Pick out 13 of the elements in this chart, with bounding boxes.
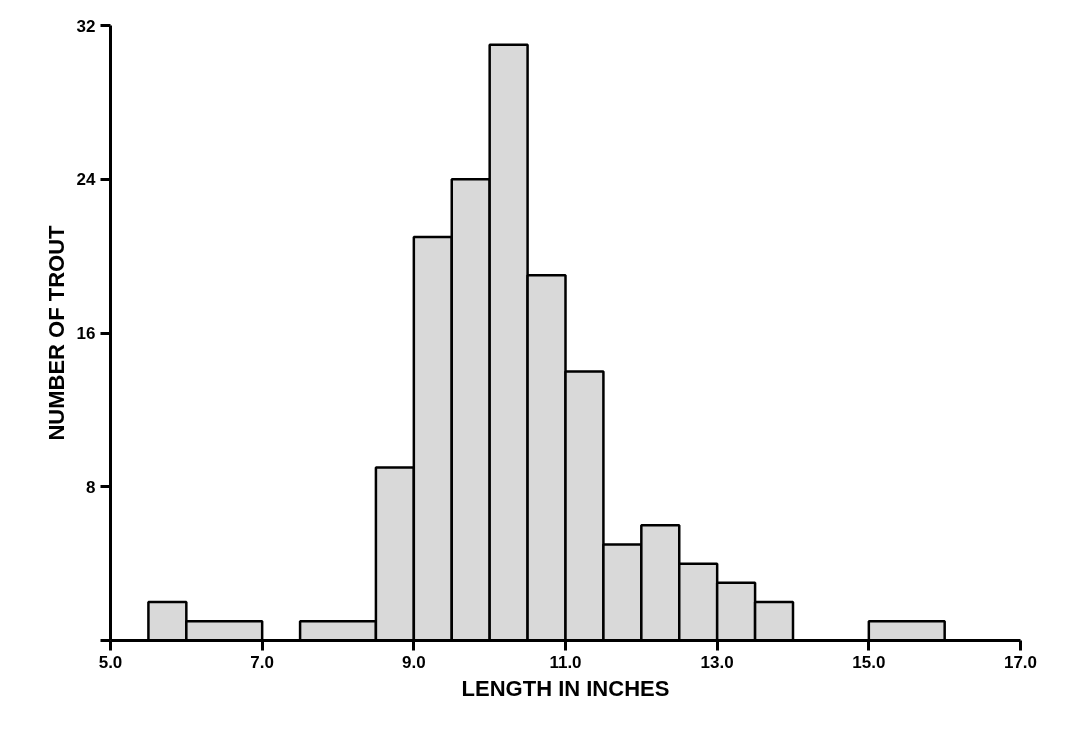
y-tick-label: 16 [76, 324, 96, 343]
y-tick-label: 24 [76, 170, 97, 190]
x-tick-label: 5.0 [98, 652, 123, 672]
x-tick-label: 9.0 [402, 652, 426, 672]
x-tick-label: 17.0 [1003, 652, 1038, 672]
x-tick-label: 11.0 [549, 652, 582, 672]
x-axis-title: LENGTH IN INCHES [461, 675, 670, 701]
x-tick-label: 13.0 [700, 652, 734, 672]
y-tick-label: 32 [76, 16, 96, 36]
x-tick-label: 7.0 [250, 652, 274, 672]
x-tick-label: 15.0 [852, 652, 886, 672]
y-tick-label: 8 [86, 477, 96, 497]
y-axis-title: NUMBER OF TROUT [43, 224, 69, 441]
